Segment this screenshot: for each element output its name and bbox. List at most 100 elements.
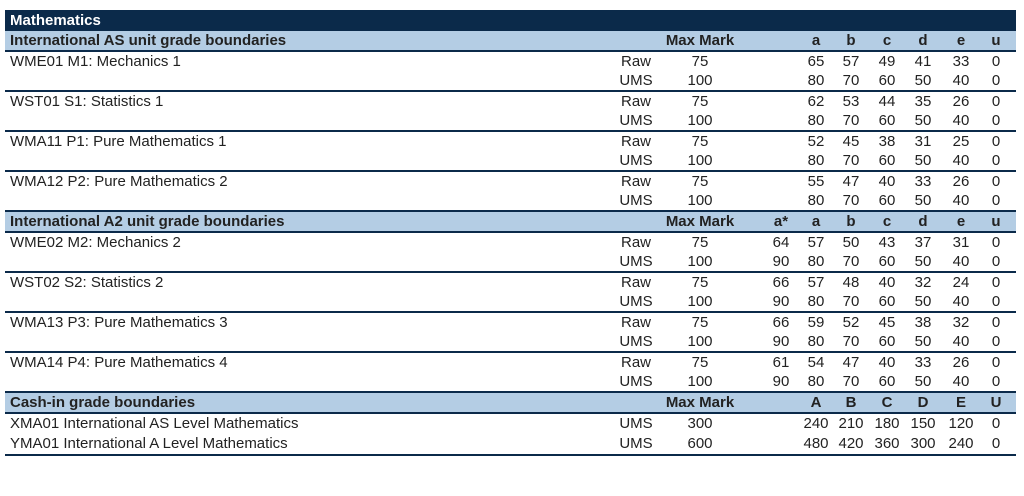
grade-value: 24 bbox=[952, 274, 970, 291]
max-mark: 100 bbox=[687, 192, 713, 209]
unit-name: WMA14 P4: Pure Mathematics 4 bbox=[10, 354, 228, 371]
grade-value: 180 bbox=[874, 415, 900, 432]
unit-block: WST02 S2: Statistics 2 Raw 75 66 57 48 40 32 24 0… bbox=[5, 273, 1016, 313]
grade-value: 57 bbox=[842, 53, 860, 70]
grade-value: 80 bbox=[807, 192, 825, 209]
grade-value: 26 bbox=[952, 173, 970, 190]
grade-value: 40 bbox=[878, 354, 896, 371]
max-mark: 75 bbox=[691, 93, 709, 110]
grade-value: 0 bbox=[991, 333, 1001, 350]
grade-value: 90 bbox=[772, 293, 790, 310]
mark-type: Raw bbox=[620, 93, 651, 110]
grade-value: 53 bbox=[842, 93, 860, 110]
grade-value: 70 bbox=[842, 192, 860, 209]
table-row: WMA11 P1: Pure Mathematics 1 Raw 75 52 45 38 3… bbox=[5, 132, 1016, 151]
table-row: WME02 M2: Mechanics 2 Raw 75 64 57 50 43 37 31 0 bbox=[5, 233, 1016, 252]
grade-value: 0 bbox=[991, 133, 1001, 150]
unit-name: WMA13 P3: Pure Mathematics 3 bbox=[10, 314, 228, 331]
grade-value: 240 bbox=[803, 415, 829, 432]
table-row: YMA01 International A Level Mathematics U… bbox=[5, 434, 1016, 454]
table-row: WMA12 P2: Pure Mathematics 2 Raw 75 55 47 40 3… bbox=[5, 172, 1016, 191]
grade-value: 0 bbox=[991, 192, 1001, 209]
mark-type: UMS bbox=[619, 293, 653, 310]
grade-header: u bbox=[991, 213, 1001, 230]
mark-type: UMS bbox=[619, 72, 653, 89]
grade-value: 31 bbox=[914, 133, 932, 150]
grade-value: 40 bbox=[952, 192, 970, 209]
grade-value: 52 bbox=[807, 133, 825, 150]
table-row: WST02 S2: Statistics 2 Raw 75 66 57 48 40 32 24 0 bbox=[5, 273, 1016, 292]
grade-value: 60 bbox=[878, 112, 896, 129]
grade-value: 60 bbox=[878, 192, 896, 209]
grade-value: 80 bbox=[807, 333, 825, 350]
grade-value: 33 bbox=[914, 173, 932, 190]
grade-value: 60 bbox=[878, 373, 896, 390]
grade-value: 0 bbox=[991, 112, 1001, 129]
grade-value: 0 bbox=[991, 373, 1001, 390]
grade-value: 0 bbox=[991, 173, 1001, 190]
grade-value: 70 bbox=[842, 72, 860, 89]
grade-value: 80 bbox=[807, 253, 825, 270]
mark-type: Raw bbox=[620, 234, 651, 251]
unit-block: WMA12 P2: Pure Mathematics 2 Raw 75 55 47 40 3… bbox=[5, 172, 1016, 212]
table-row: UMS 100 80 70 60 50 40 0 bbox=[5, 151, 1016, 170]
max-mark: 100 bbox=[687, 253, 713, 270]
grade-value: 80 bbox=[807, 152, 825, 169]
grade-value: 50 bbox=[842, 234, 860, 251]
grade-value: 65 bbox=[807, 53, 825, 70]
grade-value: 70 bbox=[842, 373, 860, 390]
grade-value: 57 bbox=[807, 234, 825, 251]
grade-value: 40 bbox=[952, 373, 970, 390]
grade-value: 40 bbox=[952, 152, 970, 169]
grade-header: a bbox=[811, 32, 821, 49]
grade-value: 40 bbox=[878, 173, 896, 190]
mark-type: Raw bbox=[620, 173, 651, 190]
unit-block: WMA14 P4: Pure Mathematics 4 Raw 75 61 54 47 4… bbox=[5, 353, 1016, 393]
grade-value: 32 bbox=[914, 274, 932, 291]
grade-value: 50 bbox=[914, 192, 932, 209]
grade-header: C bbox=[881, 394, 893, 411]
grade-value: 0 bbox=[991, 354, 1001, 371]
section-title: Cash-in grade boundaries bbox=[10, 394, 196, 411]
max-mark: 75 bbox=[691, 234, 709, 251]
max-mark: 100 bbox=[687, 293, 713, 310]
grade-value: 47 bbox=[842, 354, 860, 371]
grade-value: 44 bbox=[878, 93, 896, 110]
grade-value: 0 bbox=[991, 234, 1001, 251]
grade-value: 60 bbox=[878, 293, 896, 310]
grade-value: 240 bbox=[948, 435, 974, 452]
grade-value: 60 bbox=[878, 72, 896, 89]
grade-value: 49 bbox=[878, 53, 896, 70]
max-mark: 75 bbox=[691, 133, 709, 150]
grade-value: 40 bbox=[878, 274, 896, 291]
grade-value: 48 bbox=[842, 274, 860, 291]
grade-value: 50 bbox=[914, 333, 932, 350]
mark-type: Raw bbox=[620, 354, 651, 371]
table-body: International AS unit grade boundaries Ma… bbox=[5, 31, 1016, 454]
table-row: UMS 100 80 70 60 50 40 0 bbox=[5, 191, 1016, 210]
grade-value: 60 bbox=[878, 152, 896, 169]
table-row: UMS 100 80 70 60 50 40 0 bbox=[5, 71, 1016, 90]
grade-value: 59 bbox=[807, 314, 825, 331]
grade-value: 50 bbox=[914, 152, 932, 169]
grade-value: 0 bbox=[991, 93, 1001, 110]
table-row: UMS 100 90 80 70 60 50 40 0 bbox=[5, 292, 1016, 311]
table-row: UMS 100 80 70 60 50 40 0 bbox=[5, 111, 1016, 130]
mark-type: UMS bbox=[619, 192, 653, 209]
grade-value: 80 bbox=[807, 293, 825, 310]
max-mark: 100 bbox=[687, 72, 713, 89]
grade-value: 52 bbox=[842, 314, 860, 331]
grade-value: 50 bbox=[914, 112, 932, 129]
grade-header: e bbox=[956, 32, 966, 49]
grade-value: 50 bbox=[914, 253, 932, 270]
grade-value: 50 bbox=[914, 293, 932, 310]
mark-type: UMS bbox=[619, 112, 653, 129]
table-row: WME01 M1: Mechanics 1 Raw 75 65 57 49 41 33 0 bbox=[5, 52, 1016, 71]
mark-type: UMS bbox=[619, 152, 653, 169]
grade-value: 41 bbox=[914, 53, 932, 70]
table-title: Mathematics bbox=[5, 10, 1016, 31]
max-mark: 300 bbox=[687, 415, 713, 432]
grade-value: 80 bbox=[807, 72, 825, 89]
grade-value: 0 bbox=[991, 435, 1001, 452]
section-header: Cash-in grade boundaries Max Mark A B C D E U bbox=[5, 393, 1016, 414]
